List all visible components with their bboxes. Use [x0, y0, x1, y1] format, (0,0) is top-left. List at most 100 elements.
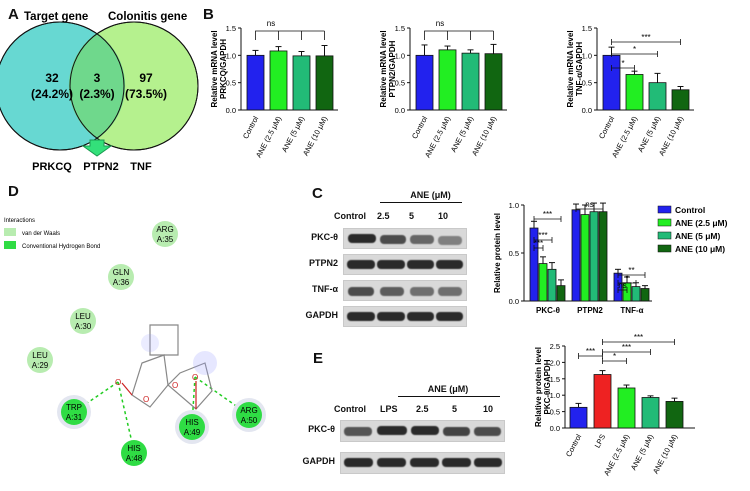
chart-b1-ytick-label: 1.0: [226, 51, 236, 60]
chart-e-sig-4-label: ***: [634, 333, 643, 342]
oxygen-atom-1: O: [143, 395, 149, 404]
chart-b1-xtick-label: Control: [241, 114, 260, 140]
chart-b1-ytick-label: 0.5: [226, 79, 236, 88]
svg-text:A:29: A:29: [32, 361, 49, 370]
chart-b1-bar: [315, 55, 334, 111]
svg-text:HIS: HIS: [127, 444, 140, 453]
chart-b3-xtick-label: Control: [597, 114, 616, 140]
chart-c-bar: [580, 214, 590, 302]
chart-b3-ytick-label: 1.5: [582, 24, 592, 33]
residue-leu30: LEU A:30: [70, 308, 96, 334]
chart-b3-xtick-label: ANE (5 μM): [636, 114, 663, 153]
blot-e-lane-5: 5: [452, 404, 458, 414]
panel-label-e: E: [313, 350, 324, 367]
chart-c-legend-swatch: [657, 218, 672, 227]
chart-c-sig-7-label: ns: [618, 281, 626, 290]
chart-e-bar: [665, 401, 684, 429]
docking-diagram: Interactions van der Waals Conventional …: [4, 218, 266, 466]
chart-e-sig-3-label: ***: [622, 343, 631, 352]
svg-text:TRP: TRP: [66, 403, 82, 412]
svg-text:ARG: ARG: [240, 406, 257, 415]
chart-b3-sig-3-label: ***: [641, 33, 650, 42]
chart-c-ytick-label: 0.0: [509, 297, 519, 306]
chart-b3-ylabel: Relative mRNA level: [566, 30, 575, 107]
hydrogen-bonds: [73, 376, 250, 452]
chart-c-xtick-label: TNF-α: [620, 306, 643, 315]
blot-e-lane-10: 10: [483, 404, 494, 414]
blot-c-row-pkc: PKC-θ: [311, 232, 338, 242]
venn-right-count: 97: [139, 71, 153, 85]
chart-e-xtick-label: ANE (2.5 μM): [602, 432, 632, 477]
blot-c-row-tnf: TNF-α: [311, 284, 338, 294]
chart-c-sig-1-label: ***: [534, 239, 543, 248]
blot-c-pkc-strip: [343, 228, 467, 249]
blot-c-row-gapdh: GAPDH: [305, 310, 338, 320]
chart-b3-bar: [648, 82, 667, 111]
svg-text:A:36: A:36: [113, 278, 130, 287]
chart-e-xtick-label: LPS: [593, 433, 608, 450]
chart-b3-bar: [671, 89, 690, 111]
blot-c-gapdh-strip: [343, 306, 467, 327]
blot-c-tnf-strip: [343, 280, 467, 301]
venn-left-title: Target gene: [24, 11, 88, 23]
chart-e-ytick-label: 1.0: [550, 391, 560, 400]
panel-label-b: B: [203, 6, 214, 23]
svg-text:GLN: GLN: [113, 268, 130, 277]
svg-text:A:31: A:31: [66, 413, 83, 422]
residue-trp31: TRP A:31: [57, 395, 91, 429]
chart-b2-ytick-label: 1.5: [395, 24, 405, 33]
chart-c-legend-swatch: [657, 205, 672, 214]
chart-e-ylabel: Relative protein level: [534, 347, 543, 427]
panel-label-a: A: [8, 6, 19, 23]
chart-b3-sig-1-label: *: [621, 59, 624, 68]
blot-e-lane-lps: LPS: [380, 404, 398, 414]
svg-text:ARG: ARG: [156, 225, 173, 234]
chart-c-legend-label: ANE (10 μM): [675, 244, 725, 254]
chart-c-bar: [640, 288, 650, 302]
oxygen-atom-4: O: [192, 373, 198, 382]
ligand-structure: [131, 324, 213, 410]
vdw-legend-swatch: [4, 228, 16, 236]
aromatic-highlight: [193, 351, 217, 375]
blot-c-lane-control: Control: [334, 211, 366, 221]
oxygen-atom-3: O: [172, 381, 178, 390]
chart-c-legend-swatch: [657, 231, 672, 240]
chart-e-sig-2-label: *: [613, 352, 616, 361]
chart-b2-ylabel: Relative mRNA level: [379, 30, 388, 107]
gene-label-3: TNF: [130, 161, 152, 173]
chart-b2-bar: [461, 52, 480, 111]
chart-b2-bar: [415, 54, 434, 111]
blot-c-lane-10: 10: [438, 211, 449, 221]
chart-c-bar: [538, 263, 548, 302]
chart-b2-ytick-label: 0.5: [395, 79, 405, 88]
chart-b1-ylabel-2: PRKCQ/GAPDH: [219, 39, 228, 99]
blot-c-header: ANE (μM): [410, 190, 451, 200]
blot-e-gapdh-strip: [340, 452, 505, 474]
chart-b2-xtick-label: ANE (5 μM): [449, 114, 476, 153]
chart-b3-ytick-label: 1.0: [582, 51, 592, 60]
oxygen-atom-2: O: [115, 378, 121, 387]
chart-c-sig-4-label: ns: [585, 200, 593, 209]
blot-e-lane-2.5: 2.5: [416, 404, 429, 414]
chart-b2-bar: [484, 53, 503, 111]
residue-leu29: LEU A:29: [27, 347, 53, 373]
blot-c-lane-5: 5: [409, 211, 415, 221]
chart-b3-ytick-label: 0.0: [582, 106, 592, 115]
chart-b3-bar: [625, 74, 644, 111]
chart-e-ylabel-2: PKC-θ/GAPDH: [543, 359, 552, 414]
blot-e-header: ANE (μM): [427, 384, 469, 394]
chart-e-ytick-label: 1.5: [550, 375, 560, 384]
panel-label-c: C: [312, 185, 323, 202]
blot-e-row-gapdh: GAPDH: [302, 456, 335, 466]
chart-e-xtick-label: ANE (10 μM): [651, 432, 680, 475]
chart-e-ytick-label: 0.5: [550, 408, 560, 417]
chart-b1-ylabel: Relative mRNA level: [210, 30, 219, 107]
chart-b3-sig-2-label: *: [633, 45, 636, 54]
chart-b1-sig-label: ns: [267, 19, 275, 28]
chart-e-xtick-label: ANE (5 μM): [629, 432, 656, 471]
residue-his49: HIS A:49: [175, 410, 209, 444]
gene-label-1: PRKCQ: [32, 161, 72, 173]
chart-b1-bar: [269, 50, 288, 111]
chart-b3-ylabel-2: TNF-α/GAPDH: [575, 42, 584, 96]
